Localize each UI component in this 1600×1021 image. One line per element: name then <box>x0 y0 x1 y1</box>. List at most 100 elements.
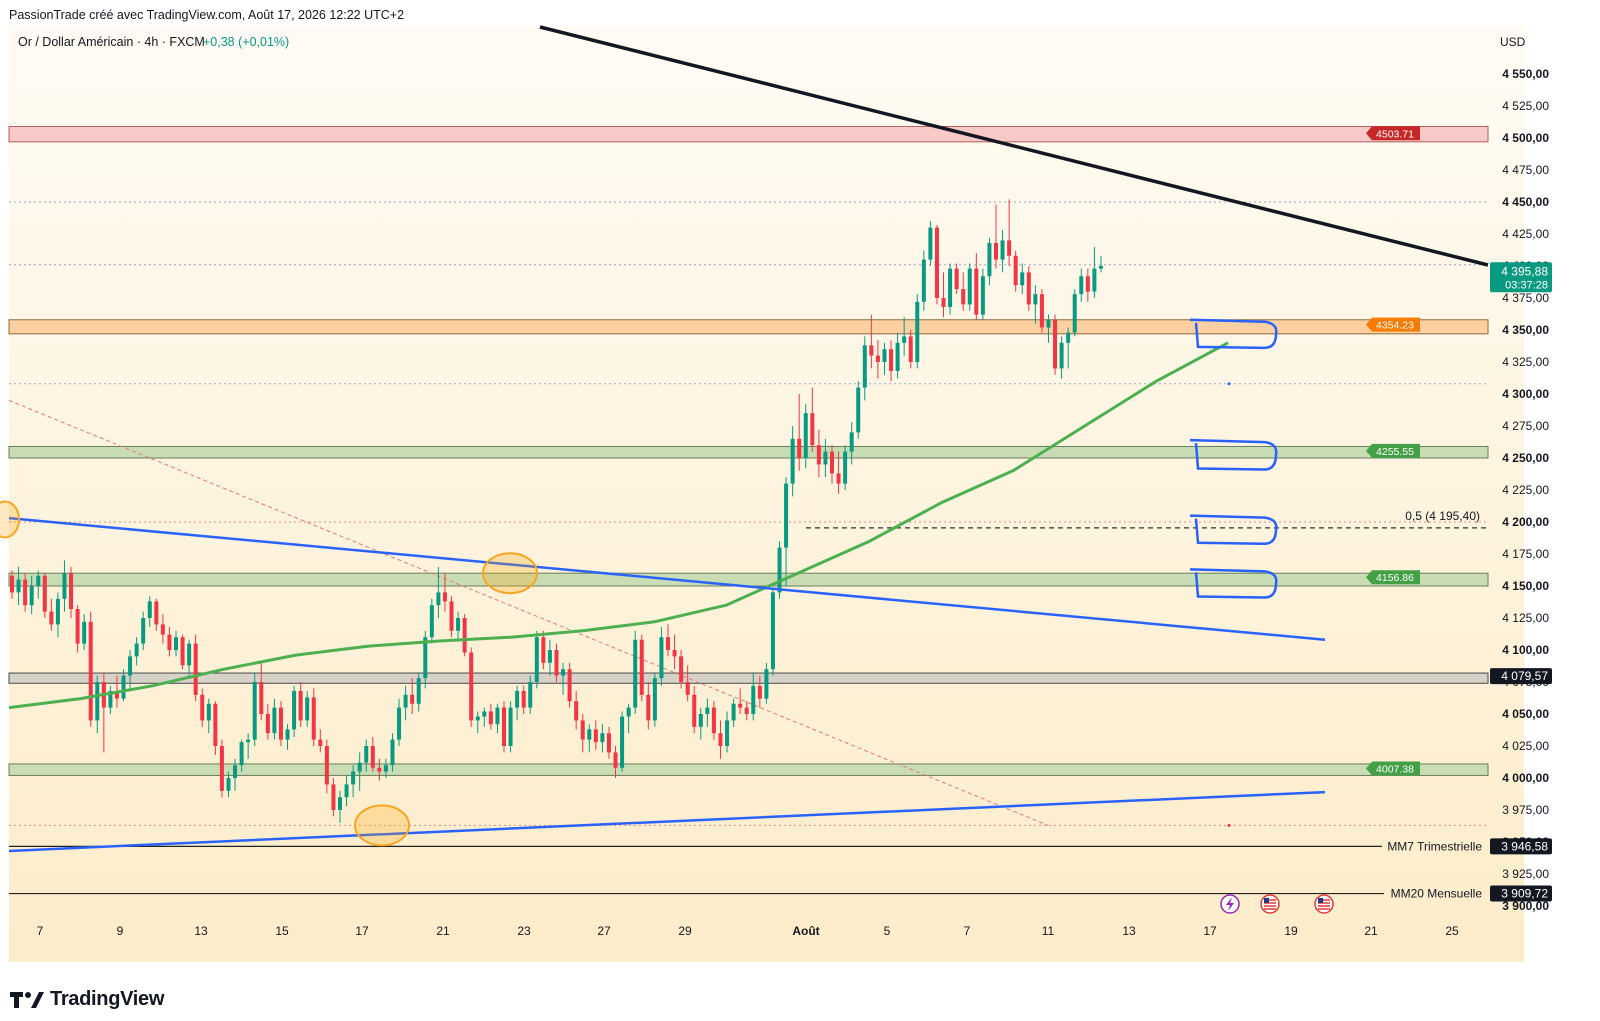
x-tick-label: 13 <box>194 924 208 938</box>
candle <box>751 673 756 721</box>
candle <box>200 688 205 727</box>
x-tick-label: 21 <box>1364 924 1378 938</box>
candle <box>62 560 67 612</box>
candle <box>1079 268 1084 302</box>
candle <box>55 592 60 638</box>
candle <box>770 588 775 676</box>
svg-text:4503.71: 4503.71 <box>1376 128 1414 140</box>
x-tick-label: 13 <box>1122 924 1136 938</box>
x-tick-label: 19 <box>1284 924 1298 938</box>
candle <box>843 445 848 490</box>
candle <box>587 724 592 753</box>
us-flag-event-icon[interactable] <box>1260 894 1280 914</box>
candle <box>1098 255 1103 273</box>
candle <box>167 626 172 657</box>
candle <box>95 675 100 734</box>
candle <box>731 698 736 727</box>
currency-label[interactable]: USD <box>1500 35 1526 49</box>
y-tick-label: 4 200,00 <box>1502 515 1549 529</box>
x-tick-label: Août <box>792 924 819 938</box>
y-tick-label: 3 975,00 <box>1502 803 1549 817</box>
candle <box>672 634 677 670</box>
mm7-name: MM7 Trimestrielle <box>1387 839 1482 853</box>
candle <box>226 771 231 798</box>
candle <box>265 703 270 740</box>
plot-background <box>9 26 1524 962</box>
candle <box>160 614 165 644</box>
x-tick-label: 11 <box>1042 924 1055 938</box>
candle <box>482 707 487 727</box>
candle <box>147 596 152 627</box>
candle <box>666 624 670 657</box>
candle <box>324 739 329 794</box>
candle <box>534 630 539 689</box>
candle <box>561 662 566 695</box>
candle <box>364 739 369 772</box>
tradingview-logo-icon <box>10 991 44 1008</box>
descending-trendline <box>539 25 1489 267</box>
candle <box>685 665 690 702</box>
candle <box>928 221 933 266</box>
candle <box>974 253 979 320</box>
candle <box>790 426 795 497</box>
candle <box>377 758 382 781</box>
candle <box>502 701 506 753</box>
orange-highlight-circle <box>354 804 410 847</box>
brand-name: TradingView <box>50 988 165 1010</box>
candle <box>344 775 349 807</box>
moving-average-line <box>8 341 1229 710</box>
symbol-title[interactable]: Or / Dollar Américain · 4h · FXCM <box>18 35 205 49</box>
candle <box>652 673 657 727</box>
candle <box>1007 199 1012 266</box>
y-tick-label: 4 525,00 <box>1502 99 1549 113</box>
candle <box>1046 314 1051 343</box>
candle <box>823 438 828 478</box>
candle <box>705 698 710 727</box>
mm20-value-badge: 3 909,72 <box>1490 885 1552 902</box>
price-line-badge: 4354.23 <box>1366 317 1420 332</box>
x-tick-label: 5 <box>884 924 891 938</box>
symbol-change: +0,38 (+0,01%) <box>203 35 289 49</box>
candle <box>180 634 185 670</box>
candle <box>698 707 703 740</box>
candle <box>528 675 533 714</box>
candle <box>475 711 480 734</box>
x-tick-label: 9 <box>117 924 124 938</box>
svg-text:4255.55: 4255.55 <box>1376 446 1414 458</box>
target-box <box>1189 568 1278 599</box>
candle <box>416 673 421 712</box>
candle <box>934 225 939 305</box>
y-tick-label: 4 475,00 <box>1502 163 1549 177</box>
blue-trendline-upper <box>8 516 1326 642</box>
candle <box>738 688 743 714</box>
candle <box>134 637 139 666</box>
candle <box>764 662 769 704</box>
y-tick-label: 4 550,00 <box>1502 67 1549 81</box>
support-zone-4156 <box>8 572 1489 587</box>
candle <box>75 605 80 653</box>
candle <box>69 566 74 618</box>
candle <box>875 340 880 379</box>
candle <box>1026 266 1031 311</box>
candle <box>515 685 520 721</box>
candle <box>298 682 303 727</box>
candle <box>816 429 821 478</box>
svg-text:3 946,58: 3 946,58 <box>1501 839 1548 853</box>
candle <box>128 650 133 689</box>
candle <box>193 634 198 702</box>
y-tick-label: 4 450,00 <box>1502 195 1549 209</box>
lightning-event-icon[interactable] <box>1220 894 1240 914</box>
candle <box>856 381 861 439</box>
candle <box>810 387 815 452</box>
candle <box>23 573 28 612</box>
candle <box>679 650 684 689</box>
candle <box>121 669 126 702</box>
orange-highlight-circle <box>482 552 538 595</box>
x-tick-label: 17 <box>1203 924 1217 938</box>
y-tick-label: 4 225,00 <box>1502 483 1549 497</box>
price-line-badge: 4255.55 <box>1366 443 1420 458</box>
candle <box>187 639 192 676</box>
us-flag-event-icon[interactable] <box>1314 894 1334 914</box>
price-line-badge: 4007.38 <box>1366 761 1420 776</box>
